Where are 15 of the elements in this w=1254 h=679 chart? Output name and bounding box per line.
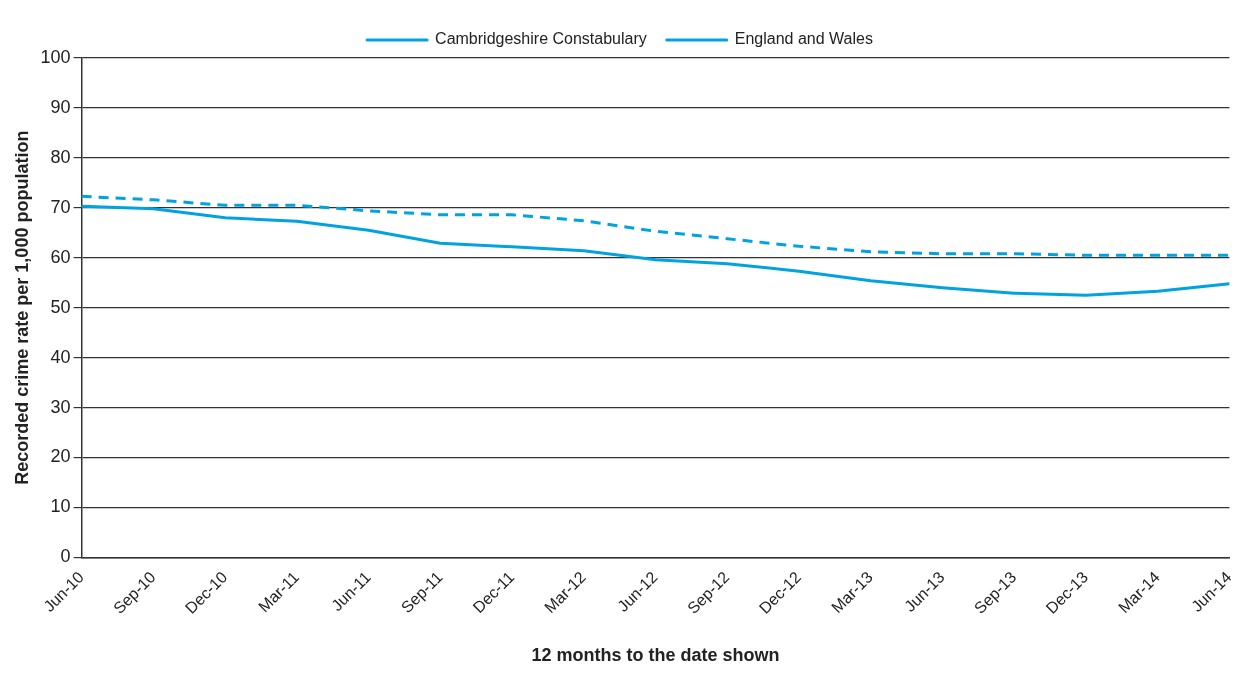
y-tick-label: 10 bbox=[50, 496, 71, 517]
y-tick-label: 70 bbox=[50, 196, 71, 217]
legend-label: England and Wales bbox=[734, 30, 873, 48]
y-tick-label: 80 bbox=[50, 146, 71, 167]
y-axis-title: Recorded crime rate per 1,000 population bbox=[11, 130, 32, 485]
y-tick-label: 20 bbox=[50, 446, 71, 467]
y-tick-label: 90 bbox=[50, 96, 71, 117]
x-axis-title: 12 months to the date shown bbox=[531, 645, 780, 666]
y-tick-label: 40 bbox=[50, 346, 71, 367]
y-tick-label: 0 bbox=[60, 546, 71, 567]
y-tick-label: 30 bbox=[50, 396, 71, 417]
legend-label: Cambridgeshire Constabulary bbox=[435, 30, 647, 48]
y-tick-label: 60 bbox=[50, 246, 71, 267]
y-tick-label: 50 bbox=[50, 296, 71, 317]
y-tick-label: 100 bbox=[40, 46, 71, 67]
